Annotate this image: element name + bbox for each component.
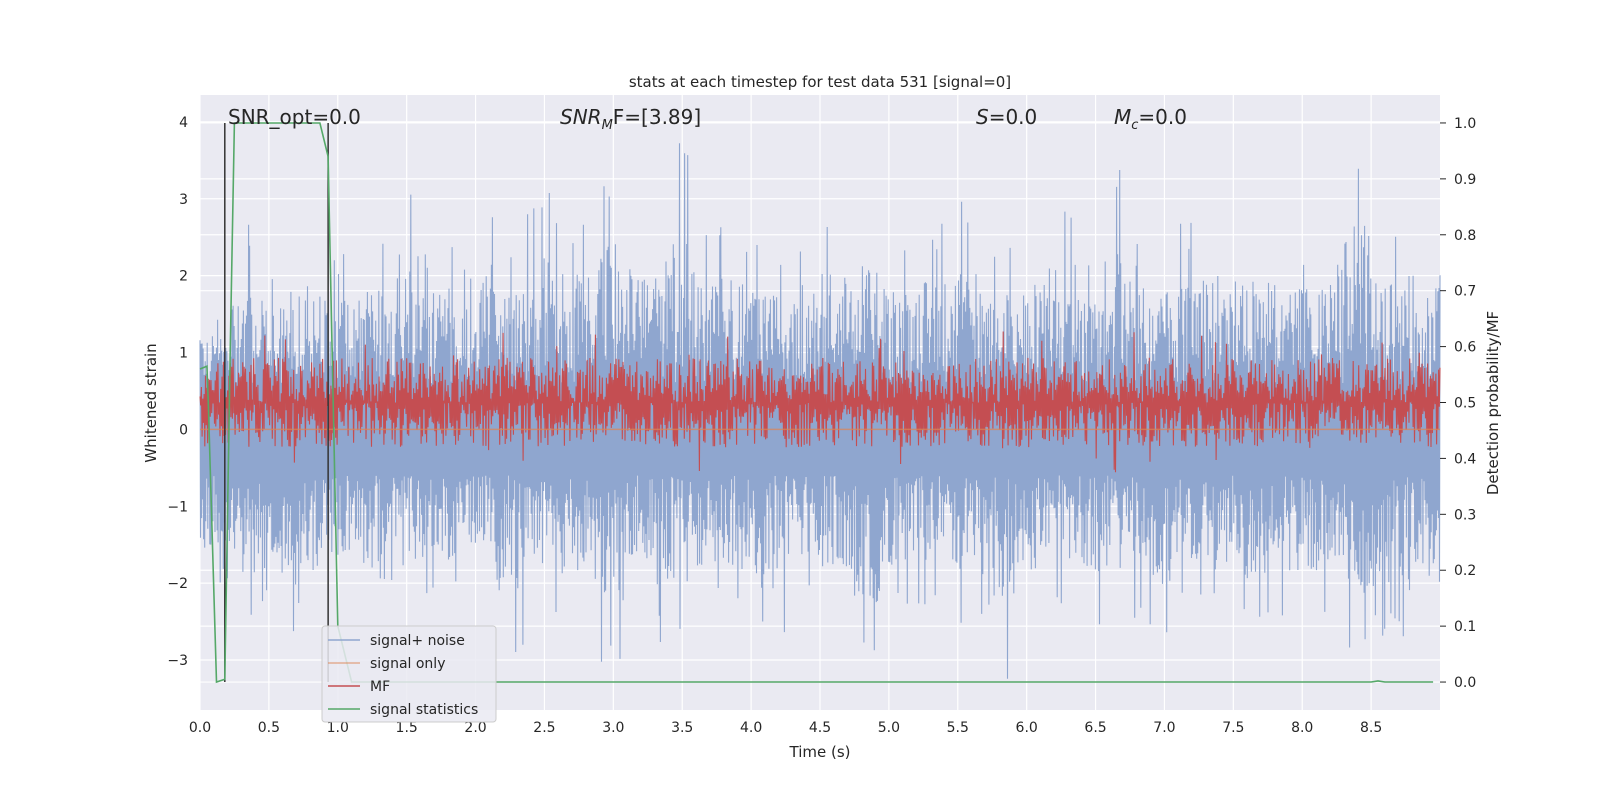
x-tick-label: 6.0: [1016, 720, 1038, 736]
legend-label-mf: MF: [370, 679, 390, 695]
y-tick-label-right: 0.2: [1454, 563, 1476, 579]
y-tick-label-right: 0.5: [1454, 396, 1476, 412]
x-tick-label: 7.5: [1222, 720, 1244, 736]
legend-box: [321, 625, 497, 723]
y-tick-label-left: −1: [167, 499, 188, 515]
x-tick-label: 3.5: [671, 720, 693, 736]
legend-label-signal-only: signal only: [370, 656, 445, 672]
y-tick-label-right: 0.4: [1454, 451, 1476, 467]
y-axis-label-left: Whitened strain: [142, 343, 160, 462]
x-tick-label: 0.5: [258, 720, 280, 736]
y-tick-label-left: 2: [179, 269, 188, 285]
s-annotation: S=0.0: [976, 105, 1037, 129]
x-tick-label: 7.0: [1153, 720, 1175, 736]
x-tick-label: 5.0: [878, 720, 900, 736]
y-tick-label-right: 0.3: [1454, 507, 1476, 523]
y-ticks-left: 4 3 2 1 0 −1 −2 −3: [167, 115, 188, 669]
x-tick-label: 2.0: [464, 720, 486, 736]
x-tick-label: 2.5: [533, 720, 555, 736]
vertical-markers: [224, 122, 329, 683]
x-tick-label: 4.5: [809, 720, 831, 736]
y-tick-label-right: 1.0: [1454, 116, 1476, 132]
y-tick-label-left: 3: [179, 192, 188, 208]
y-ticks-right: 1.0 0.9 0.8 0.7 0.6 0.5 0.4 0.3 0.2 0.1 0.0: [1440, 116, 1476, 691]
x-axis-label: Time (s): [789, 743, 851, 761]
y-tick-label-left: −3: [167, 653, 188, 669]
y-tick-label-right: 0.1: [1454, 619, 1476, 635]
y-tick-label-left: 4: [179, 115, 188, 131]
x-tick-label: 5.5: [947, 720, 969, 736]
x-ticks: 0.0 0.5 1.0 1.5 2.0 2.5 3.0 3.5 4.0 4.5 5.0 5.5 6.0 6…: [189, 720, 1382, 736]
legend: signal+ noise signal only MF signal stat…: [321, 625, 497, 723]
y-tick-label-right: 0.8: [1454, 228, 1476, 244]
snr-opt-annotation: SNR_opt=0.0: [228, 105, 361, 129]
mc-annotation: Mc=0.0: [1114, 105, 1187, 133]
legend-label-signal-statistics: signal statistics: [370, 702, 478, 718]
x-tick-label: 0.0: [189, 720, 211, 736]
x-tick-label: 4.0: [740, 720, 762, 736]
y-tick-label-left: 1: [179, 346, 188, 362]
x-tick-label: 8.5: [1360, 720, 1382, 736]
y-tick-label-right: 0.0: [1454, 675, 1476, 691]
y-tick-label-right: 0.6: [1454, 340, 1476, 356]
x-tick-label: 1.5: [396, 720, 418, 736]
mf-series: [199, 331, 1441, 473]
x-tick-label: 8.0: [1291, 720, 1313, 736]
y-tick-label-right: 0.7: [1454, 284, 1476, 300]
y-tick-label-left: 0: [179, 422, 188, 438]
snr-mf-annotation: SNRMF=[3.89]: [560, 105, 701, 133]
y-tick-label-left: −2: [167, 576, 188, 592]
x-tick-label: 6.5: [1084, 720, 1106, 736]
y-axis-label-right: Detection probability/MF: [1484, 311, 1502, 495]
legend-label-signal-noise: signal+ noise: [370, 633, 465, 649]
y-tick-label-right: 0.9: [1454, 172, 1476, 188]
x-tick-label: 1.0: [327, 720, 349, 736]
chart-title: stats at each timestep for test data 531…: [629, 73, 1011, 91]
mf-line: [199, 331, 1441, 473]
x-tick-label: 3.0: [602, 720, 624, 736]
